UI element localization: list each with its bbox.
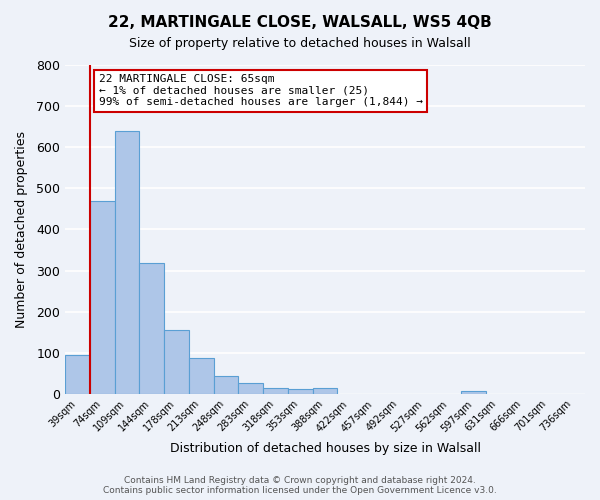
Bar xyxy=(288,389,313,394)
Bar xyxy=(189,358,214,394)
Y-axis label: Number of detached properties: Number of detached properties xyxy=(15,131,28,328)
Bar xyxy=(115,131,139,394)
Bar xyxy=(164,330,189,394)
Text: 22 MARTINGALE CLOSE: 65sqm
← 1% of detached houses are smaller (25)
99% of semi-: 22 MARTINGALE CLOSE: 65sqm ← 1% of detac… xyxy=(98,74,422,107)
Text: Size of property relative to detached houses in Walsall: Size of property relative to detached ho… xyxy=(129,38,471,51)
Bar xyxy=(65,355,90,394)
Bar xyxy=(238,382,263,394)
Bar xyxy=(313,388,337,394)
Bar xyxy=(139,263,164,394)
X-axis label: Distribution of detached houses by size in Walsall: Distribution of detached houses by size … xyxy=(170,442,481,455)
Bar xyxy=(263,388,288,394)
Text: Contains HM Land Registry data © Crown copyright and database right 2024.
Contai: Contains HM Land Registry data © Crown c… xyxy=(103,476,497,495)
Bar xyxy=(90,200,115,394)
Bar xyxy=(461,391,486,394)
Bar xyxy=(214,376,238,394)
Text: 22, MARTINGALE CLOSE, WALSALL, WS5 4QB: 22, MARTINGALE CLOSE, WALSALL, WS5 4QB xyxy=(108,15,492,30)
